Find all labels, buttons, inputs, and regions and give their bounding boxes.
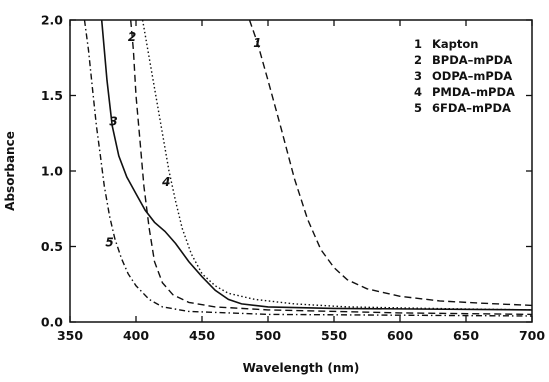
legend-number-2: 2 — [414, 53, 422, 67]
curve-number-4: 4 — [161, 175, 170, 189]
y-tick-label: 1.5 — [41, 88, 63, 103]
y-axis-label: Absorbance — [3, 131, 17, 211]
legend-number-5: 5 — [414, 101, 422, 115]
y-tick-label: 2.0 — [41, 13, 63, 28]
x-tick-label: 550 — [321, 328, 347, 343]
curve-number-2: 2 — [128, 30, 136, 44]
curve-number-3: 3 — [109, 115, 117, 129]
x-tick-label: 650 — [453, 328, 479, 343]
x-axis-label: Wavelength (nm) — [243, 361, 360, 375]
x-tick-label: 450 — [189, 328, 215, 343]
legend-entry-4: PMDA–mPDA — [432, 85, 515, 99]
x-tick-label: 600 — [387, 328, 413, 343]
curve-series-2 — [130, 20, 532, 316]
curve-number-labels: 1 2 3 4 5 — [105, 30, 261, 249]
x-tick-label: 700 — [519, 328, 545, 343]
legend-number-4: 4 — [414, 85, 422, 99]
y-tick-label: 1.0 — [41, 164, 63, 179]
legend-entry-1: Kapton — [432, 37, 479, 51]
x-tick-label: 350 — [57, 328, 83, 343]
curve-series-5 — [83, 20, 532, 317]
curve-number-1: 1 — [253, 36, 261, 50]
curve-series-3 — [100, 20, 532, 311]
x-tick-label: 400 — [123, 328, 149, 343]
legend: 1 Kapton 2 BPDA–mPDA 3 ODPA–mPDA 4 PMDA–mPDA 5 6F… — [414, 37, 515, 115]
legend-entry-5: 6FDA–mPDA — [432, 101, 511, 115]
curve-series-1 — [248, 20, 532, 307]
curve-series-4 — [141, 20, 532, 311]
legend-number-3: 3 — [414, 69, 422, 83]
curve-number-5: 5 — [105, 236, 113, 250]
x-tick-label: 500 — [255, 328, 281, 343]
legend-number-1: 1 — [414, 37, 422, 51]
curves — [83, 20, 532, 317]
y-tick-label: 0.5 — [41, 239, 63, 254]
axis-ticks: 350 400 450 500 550 600 650 700 0.0 0.5 1.0 1.5 2.0 — [41, 13, 546, 344]
y-tick-label: 0.0 — [41, 315, 63, 330]
legend-entry-2: BPDA–mPDA — [432, 53, 512, 67]
legend-entry-3: ODPA–mPDA — [432, 69, 512, 83]
